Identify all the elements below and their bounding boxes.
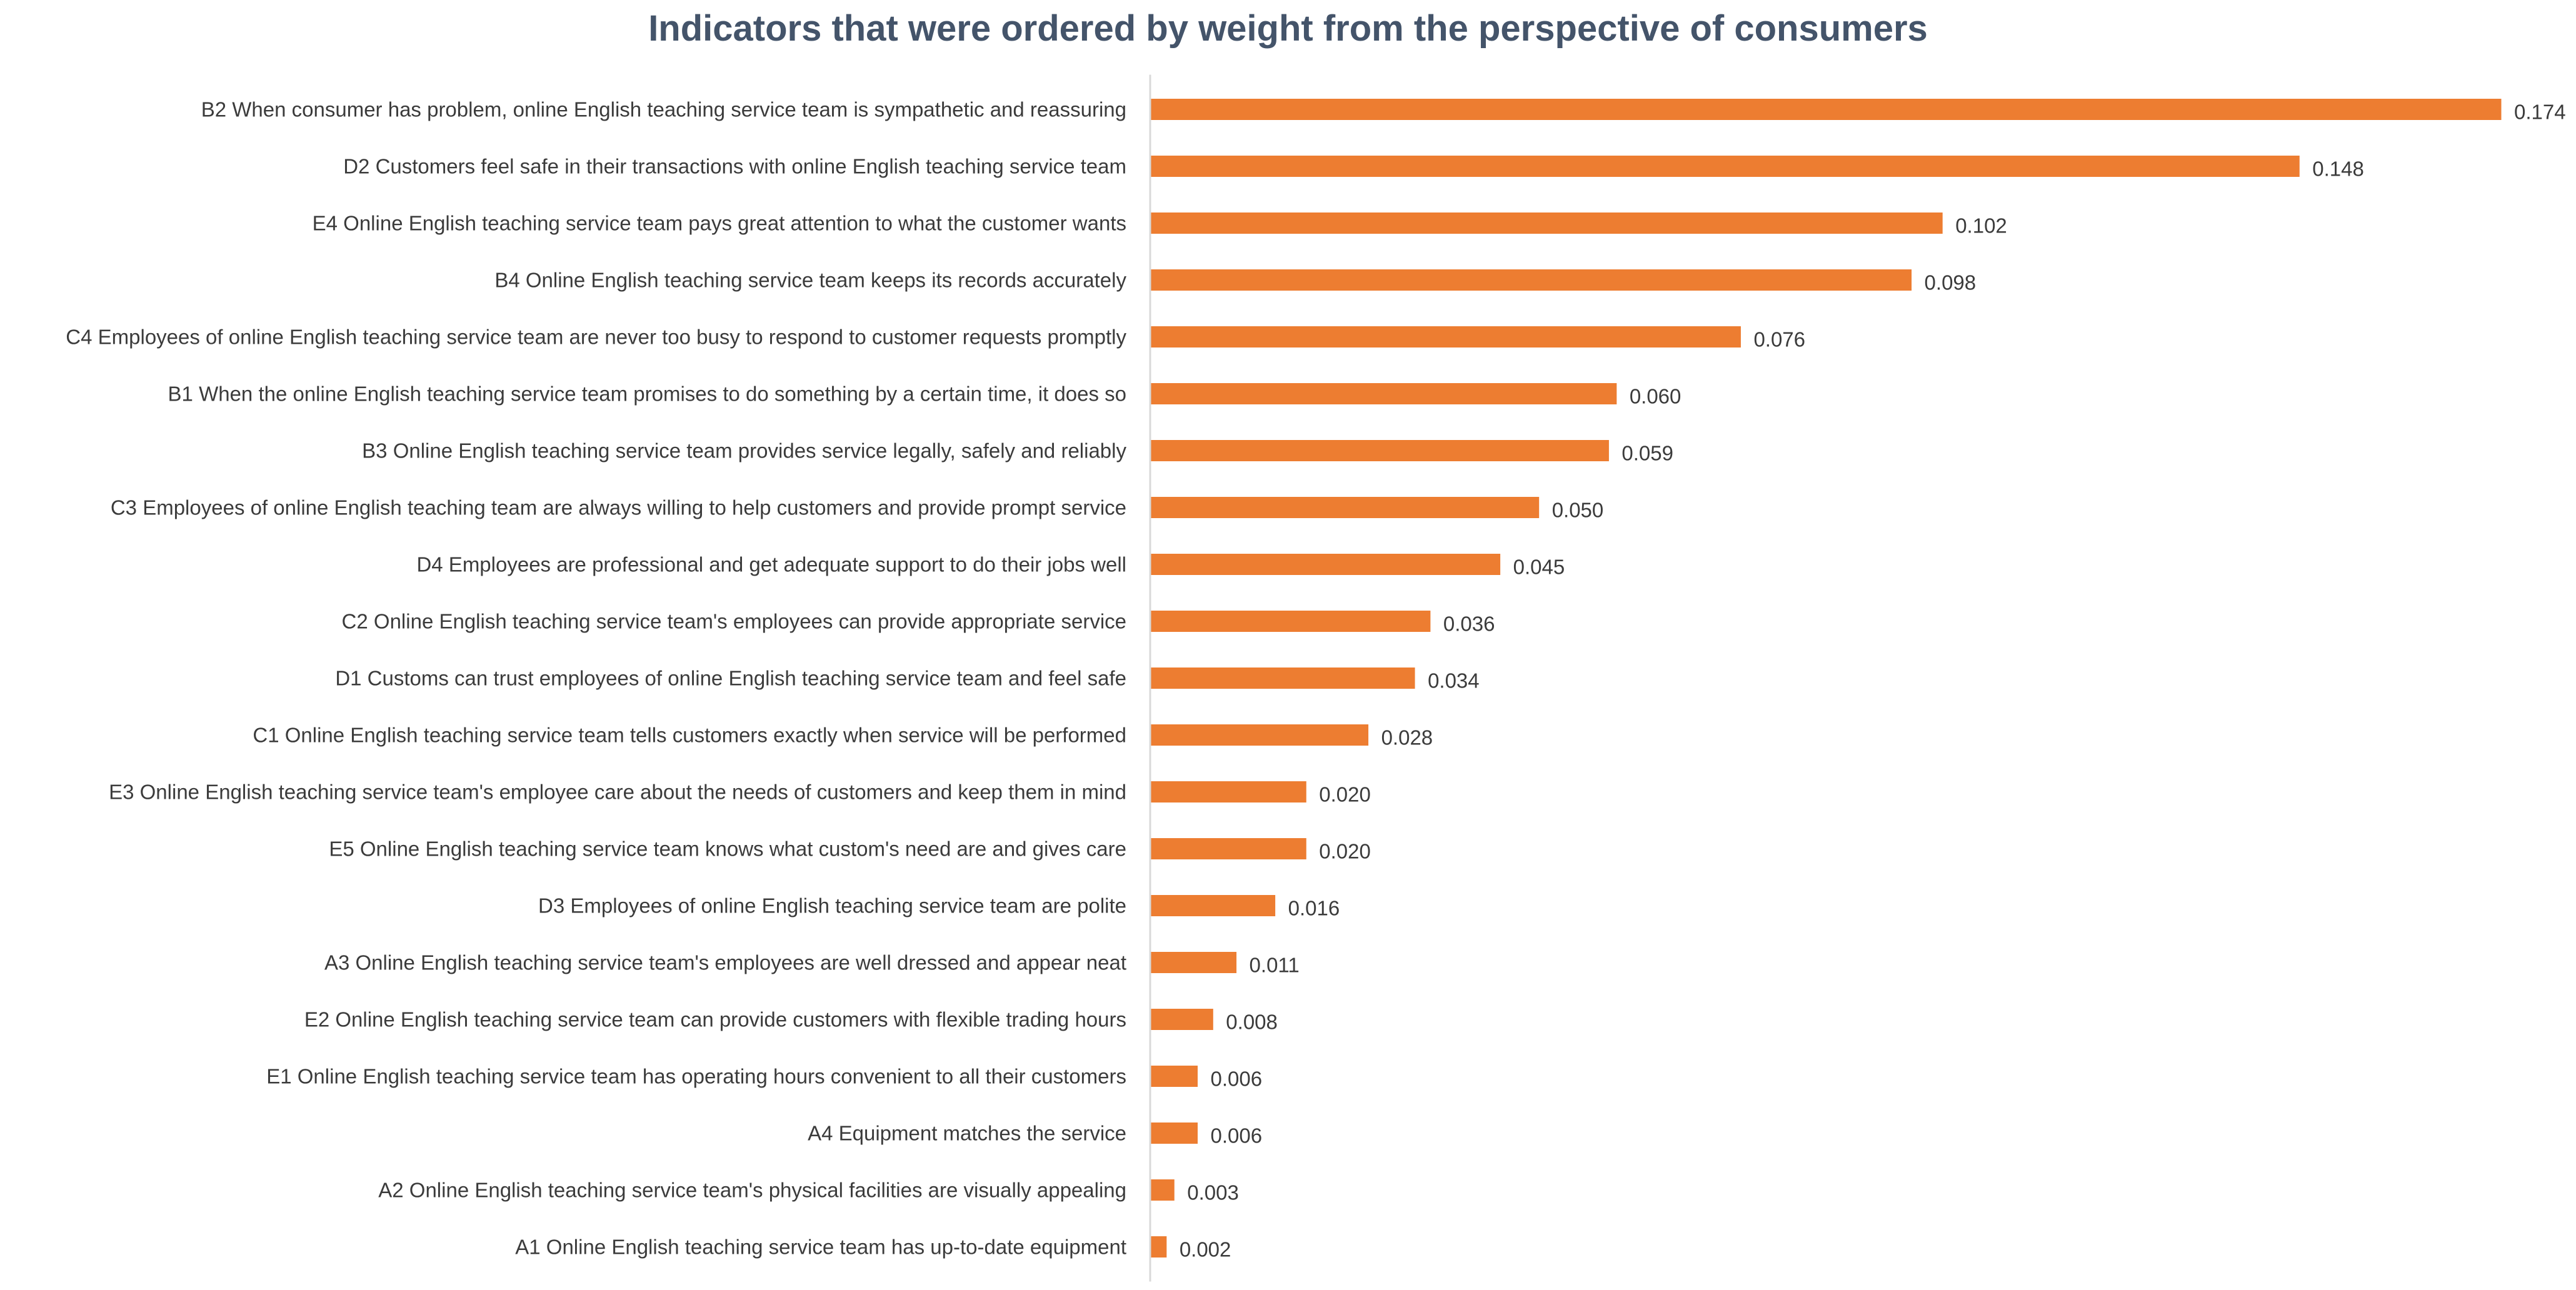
value-label: 0.060 bbox=[1630, 385, 1681, 408]
category-label: B3 Online English teaching service team … bbox=[362, 439, 1126, 462]
category-label: C4 Employees of online English teaching … bbox=[66, 326, 1126, 349]
value-label: 0.008 bbox=[1226, 1011, 1278, 1034]
bar bbox=[1151, 1236, 1167, 1258]
category-label: A4 Equipment matches the service bbox=[808, 1122, 1126, 1145]
value-label: 0.102 bbox=[1955, 214, 2007, 238]
value-label: 0.098 bbox=[1925, 271, 1977, 294]
category-label: D3 Employees of online English teaching … bbox=[538, 894, 1126, 918]
bar bbox=[1151, 554, 1501, 575]
value-label: 0.034 bbox=[1428, 669, 1480, 692]
value-label: 0.045 bbox=[1513, 556, 1565, 579]
value-label: 0.076 bbox=[1753, 328, 1805, 351]
bar bbox=[1151, 1009, 1213, 1030]
category-label: C3 Employees of online English teaching … bbox=[111, 496, 1126, 519]
value-label: 0.016 bbox=[1288, 897, 1340, 920]
bar bbox=[1151, 156, 2300, 177]
category-label: E3 Online English teaching service team'… bbox=[109, 781, 1126, 804]
bar bbox=[1151, 1122, 1198, 1144]
bar bbox=[1151, 497, 1540, 518]
value-label: 0.020 bbox=[1319, 840, 1371, 863]
bar bbox=[1151, 952, 1237, 973]
category-label: D4 Employees are professional and get ad… bbox=[416, 553, 1126, 576]
value-label: 0.006 bbox=[1210, 1068, 1262, 1091]
category-label: D2 Customers feel safe in their transact… bbox=[343, 155, 1126, 178]
bar bbox=[1151, 99, 2502, 120]
category-label: E5 Online English teaching service team … bbox=[329, 838, 1126, 861]
bar-chart: B2 When consumer has problem, online Eng… bbox=[0, 0, 2576, 1290]
value-label: 0.050 bbox=[1552, 499, 1604, 522]
value-label: 0.006 bbox=[1210, 1124, 1262, 1148]
value-label: 0.020 bbox=[1319, 783, 1371, 806]
bar bbox=[1151, 1179, 1175, 1201]
category-label: A3 Online English teaching service team'… bbox=[324, 951, 1126, 974]
category-label: B1 When the online English teaching serv… bbox=[168, 382, 1126, 406]
bar bbox=[1151, 611, 1431, 632]
category-label: C1 Online English teaching service team … bbox=[253, 724, 1126, 747]
category-label: E4 Online English teaching service team … bbox=[313, 212, 1126, 235]
category-label: E2 Online English teaching service team … bbox=[304, 1008, 1126, 1031]
category-label: C2 Online English teaching service team'… bbox=[342, 610, 1126, 633]
value-label: 0.002 bbox=[1180, 1238, 1231, 1261]
value-label: 0.036 bbox=[1443, 612, 1495, 636]
category-label: A1 Online English teaching service team … bbox=[515, 1236, 1126, 1259]
value-label: 0.011 bbox=[1250, 954, 1300, 977]
bar bbox=[1151, 326, 1741, 348]
bar bbox=[1151, 212, 1943, 234]
bar bbox=[1151, 269, 1912, 291]
bar bbox=[1151, 440, 1609, 461]
bar bbox=[1151, 724, 1369, 746]
bar bbox=[1151, 781, 1306, 802]
bar bbox=[1151, 383, 1617, 404]
value-label: 0.059 bbox=[1621, 442, 1673, 465]
value-label: 0.003 bbox=[1187, 1181, 1239, 1204]
bar bbox=[1151, 1066, 1198, 1087]
value-label: 0.148 bbox=[2312, 158, 2364, 181]
category-label: B4 Online English teaching service team … bbox=[494, 269, 1126, 292]
chart-title: Indicators that were ordered by weight f… bbox=[0, 4, 2576, 54]
bar bbox=[1151, 668, 1415, 689]
category-label: A2 Online English teaching service team'… bbox=[378, 1179, 1126, 1202]
category-label: E1 Online English teaching service team … bbox=[266, 1065, 1126, 1088]
value-label: 0.028 bbox=[1381, 726, 1433, 749]
bar bbox=[1151, 838, 1306, 859]
bar bbox=[1151, 895, 1276, 916]
category-label: B2 When consumer has problem, online Eng… bbox=[201, 98, 1126, 121]
chart-container: B2 When consumer has problem, online Eng… bbox=[0, 0, 2576, 1290]
value-label: 0.174 bbox=[2514, 101, 2566, 124]
category-label: D1 Customs can trust employees of online… bbox=[335, 667, 1126, 690]
